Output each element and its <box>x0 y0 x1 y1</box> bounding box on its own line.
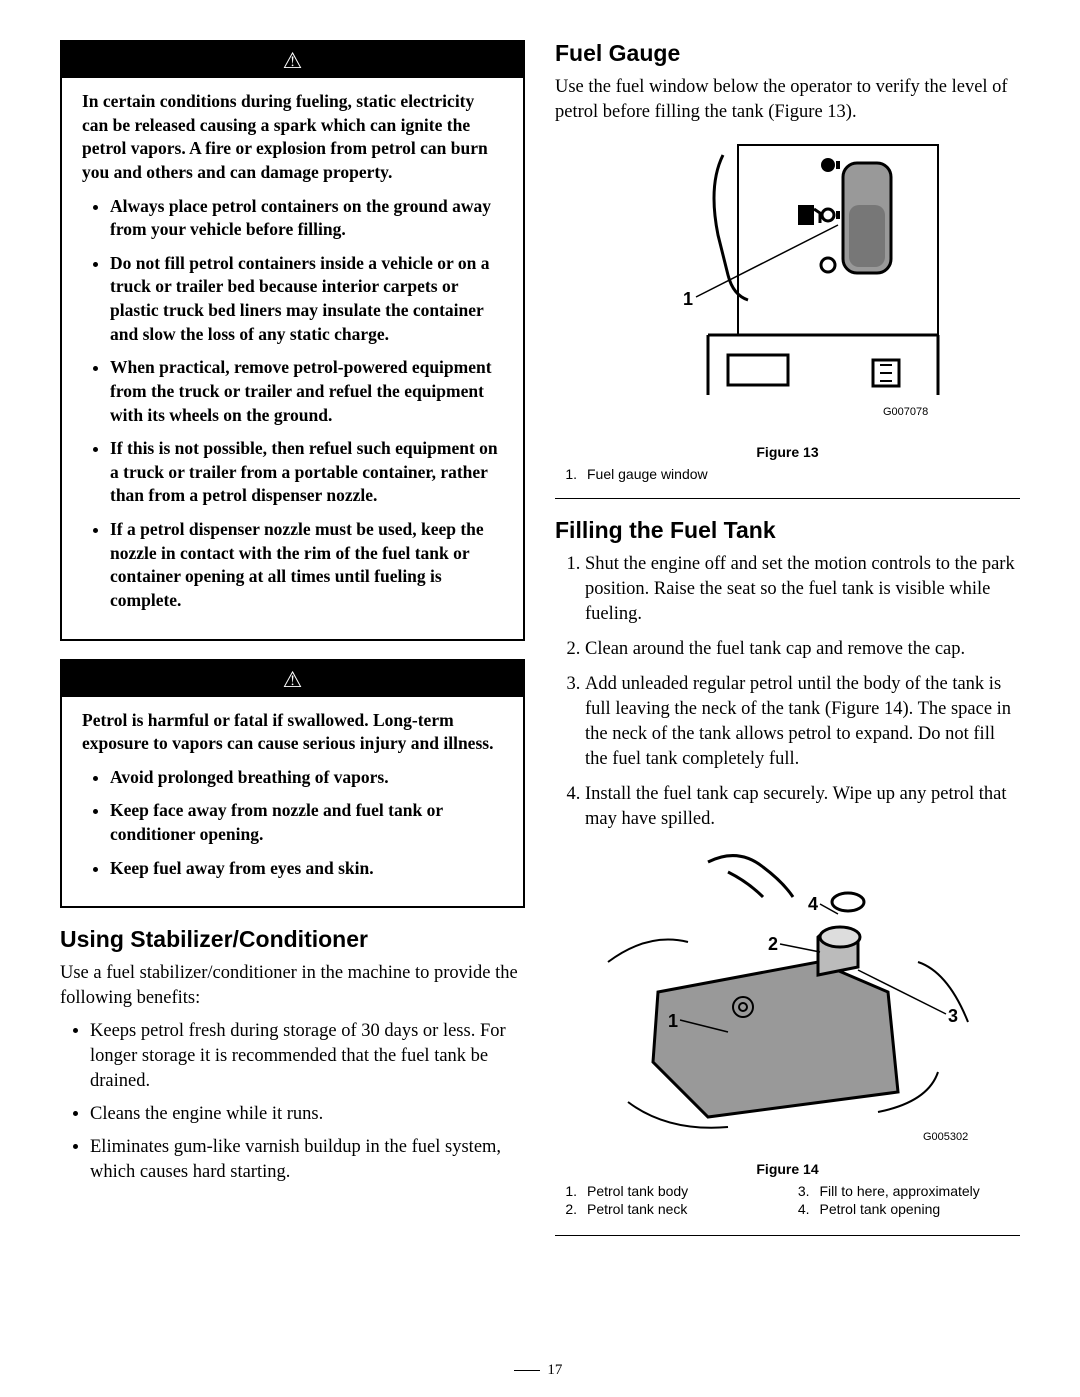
filling-step: Clean around the fuel tank cap and remov… <box>585 637 1020 662</box>
warning-1-bullet: Always place petrol containers on the gr… <box>110 195 503 242</box>
fuel-gauge-heading: Fuel Gauge <box>555 40 1020 67</box>
figure-13-code: G007078 <box>883 406 928 418</box>
filling-step: Shut the engine off and set the motion c… <box>585 552 1020 627</box>
legend-text: Petrol tank opening <box>820 1201 941 1217</box>
stabilizer-heading: Using Stabilizer/Conditioner <box>60 926 525 953</box>
filling-heading: Filling the Fuel Tank <box>555 517 1020 544</box>
figure-14: 4 2 1 3 G005302 Figure 14 <box>555 842 1020 1177</box>
stabilizer-intro: Use a fuel stabilizer/conditioner in the… <box>60 961 525 1011</box>
legend-num: 3. <box>788 1183 810 1199</box>
warning-icon: ⚠ <box>62 661 523 697</box>
stabilizer-bullet: Eliminates gum-like varnish buildup in t… <box>90 1135 525 1185</box>
svg-text:2: 2 <box>768 934 778 954</box>
warning-box-1: ⚠ In certain conditions during fueling, … <box>60 40 525 641</box>
figure-14-caption: Figure 14 <box>555 1161 1020 1177</box>
legend-num: 2. <box>555 1201 577 1217</box>
warning-1-bullet: If a petrol dispenser nozzle must be use… <box>110 518 503 613</box>
separator <box>555 1235 1020 1236</box>
warning-1-bullet: If this is not possible, then refuel suc… <box>110 437 503 508</box>
svg-text:4: 4 <box>808 894 818 914</box>
legend-num: 1. <box>555 1183 577 1199</box>
warning-2-bullet: Keep fuel away from eyes and skin. <box>110 857 503 881</box>
legend-text: Fill to here, approximately <box>820 1183 980 1199</box>
warning-1-bullet: When practical, remove petrol-powered eq… <box>110 356 503 427</box>
filling-step: Install the fuel tank cap securely. Wipe… <box>585 782 1020 832</box>
warning-box-2: ⚠ Petrol is harmful or fatal if swallowe… <box>60 659 525 909</box>
filling-step: Add unleaded regular petrol until the bo… <box>585 672 1020 772</box>
svg-text:1: 1 <box>668 1011 678 1031</box>
warning-1-bullet: Do not fill petrol containers inside a v… <box>110 252 503 347</box>
legend-num: 4. <box>788 1201 810 1217</box>
figure-14-legend: 1. Petrol tank body 2. Petrol tank neck 3.… <box>555 1183 1020 1219</box>
svg-text:G005302: G005302 <box>923 1131 968 1143</box>
warning-2-intro: Petrol is harmful or fatal if swallowed.… <box>82 709 503 756</box>
separator <box>555 498 1020 499</box>
legend-text: Petrol tank body <box>587 1183 688 1199</box>
fuel-gauge-intro: Use the fuel window below the operator t… <box>555 75 1020 125</box>
figure-13-legend: 1. Fuel gauge window <box>555 466 1020 482</box>
figure-13: 1 G007078 Figure 13 <box>555 135 1020 460</box>
warning-2-bullet: Avoid prolonged breathing of vapors. <box>110 766 503 790</box>
stabilizer-bullet: Cleans the engine while it runs. <box>90 1102 525 1127</box>
svg-text:3: 3 <box>948 1006 958 1026</box>
page-number: 17 <box>0 1362 1080 1379</box>
legend-text: Fuel gauge window <box>587 466 708 482</box>
stabilizer-bullet: Keeps petrol fresh during storage of 30 … <box>90 1019 525 1094</box>
legend-num: 1. <box>555 466 577 482</box>
warning-2-bullet: Keep face away from nozzle and fuel tank… <box>110 799 503 846</box>
legend-text: Petrol tank neck <box>587 1201 687 1217</box>
warning-1-intro: In certain conditions during fueling, st… <box>82 90 503 185</box>
warning-icon: ⚠ <box>62 42 523 78</box>
figure-13-caption: Figure 13 <box>555 444 1020 460</box>
figure-13-callout-1: 1 <box>683 289 693 309</box>
